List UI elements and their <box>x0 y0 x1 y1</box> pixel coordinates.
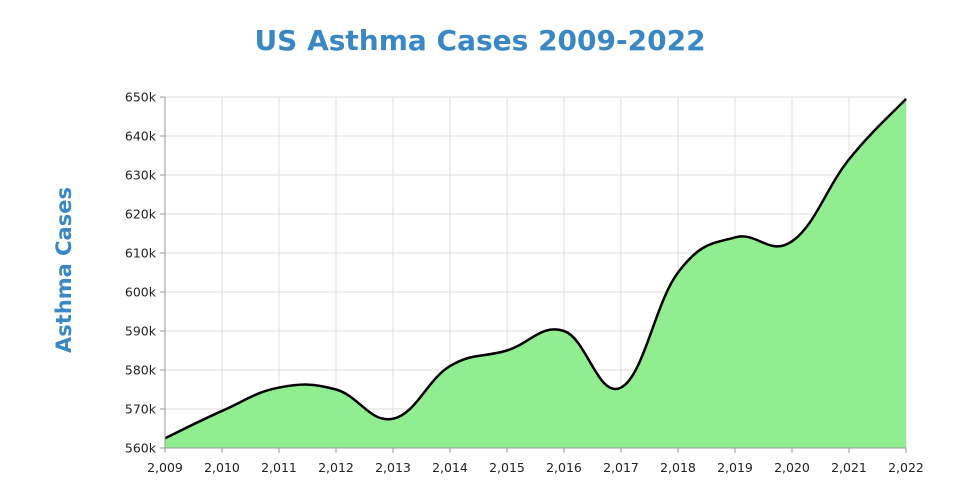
y-tick-label: 580k <box>125 363 157 378</box>
x-tick-label: 2,015 <box>489 460 525 475</box>
x-tick-label: 2,011 <box>261 460 297 475</box>
y-tick-label: 560k <box>125 441 157 456</box>
x-tick-label: 2,010 <box>204 460 240 475</box>
x-tick-label: 2,013 <box>375 460 411 475</box>
y-tick-label: 630k <box>125 168 157 183</box>
area-fill <box>165 98 906 448</box>
y-tick-label: 570k <box>125 402 157 417</box>
x-tick-label: 2,014 <box>432 460 468 475</box>
y-axis-ticks: 560k 570k 580k 590k 600k 610k 620k 630k 640k 650k <box>125 90 165 456</box>
x-axis-ticks: 2,009 2,010 2,011 2,012 2,013 2,014 2,015 2,016… <box>147 448 924 475</box>
y-tick-label: 640k <box>125 129 157 144</box>
x-tick-label: 2,012 <box>318 460 354 475</box>
series-line <box>164 98 907 440</box>
y-tick-label: 650k <box>125 90 157 105</box>
x-tick-label: 2,021 <box>831 460 867 475</box>
x-tick-label: 2,018 <box>660 460 696 475</box>
y-tick-label: 620k <box>125 207 157 222</box>
x-tick-label: 2,017 <box>603 460 639 475</box>
x-tick-label: 2,020 <box>774 460 810 475</box>
y-tick-label: 590k <box>125 324 157 339</box>
chart-title: US Asthma Cases 2009-2022 <box>254 24 706 57</box>
x-tick-label: 2,019 <box>717 460 753 475</box>
y-tick-label: 610k <box>125 246 157 261</box>
x-tick-label: 2,022 <box>888 460 924 475</box>
y-tick-label: 600k <box>125 285 157 300</box>
axes <box>164 97 906 449</box>
x-tick-label: 2,009 <box>147 460 183 475</box>
x-tick-label: 2,016 <box>546 460 582 475</box>
